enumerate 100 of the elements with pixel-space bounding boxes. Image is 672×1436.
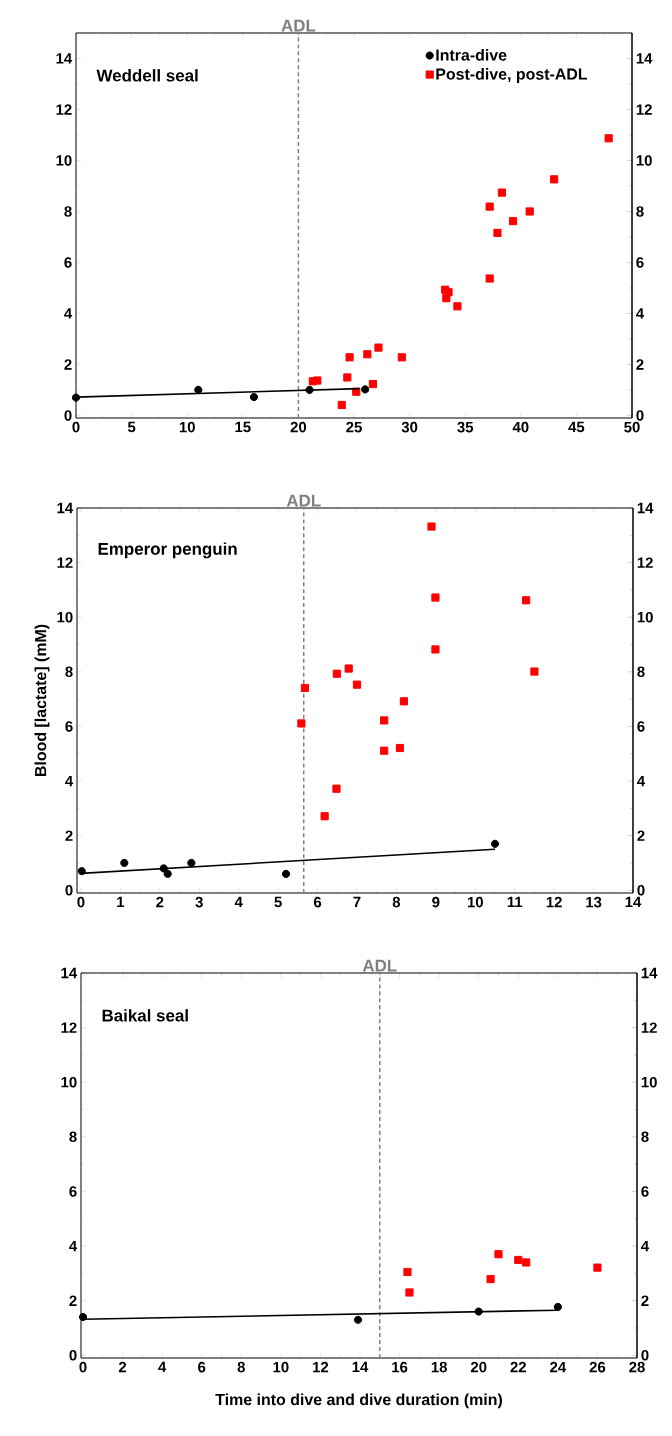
point (337, 400, 346, 410)
x-tick-label: 12 (546, 896, 562, 908)
y-tick-label: 6 (64, 257, 72, 268)
point (530, 667, 539, 676)
x-tick-label: 13 (586, 896, 602, 908)
point (332, 669, 341, 678)
x-tick-label: 30 (401, 421, 418, 433)
point (332, 784, 341, 793)
x-tick-label: 20 (470, 1361, 487, 1373)
y-tick-label: 10 (57, 611, 73, 623)
y-tick-label: 8 (69, 1131, 77, 1143)
y2-tick-label: 12 (636, 104, 652, 115)
point (397, 353, 406, 362)
y-tick-label: 6 (69, 1186, 77, 1197)
y-tick-label: 4 (69, 1240, 78, 1252)
legend-label: Intra-dive (436, 49, 507, 61)
text: Weddell seal (96, 69, 198, 82)
y-tick-label: 6 (65, 721, 73, 732)
text: Baikal seal (102, 1009, 188, 1022)
y2-tick-label: 6 (637, 721, 645, 732)
x-tick-label: 3 (195, 896, 203, 908)
point (522, 596, 531, 605)
x-axis-title: Time into dive and dive duration (min) (215, 1393, 502, 1409)
point (363, 350, 372, 359)
y2-tick-label: 0 (636, 410, 644, 421)
point (508, 217, 518, 226)
y-tick-label: 10 (56, 155, 72, 166)
x-tick-label: 50 (624, 421, 640, 433)
point (486, 1275, 495, 1284)
x-tick-label: 8 (237, 1361, 245, 1373)
y-tick-label: 14 (56, 53, 73, 64)
y2-tick-label: 0 (641, 1349, 649, 1361)
point (320, 812, 329, 821)
point (525, 207, 534, 216)
y2-tick-label: 14 (637, 502, 654, 514)
point (380, 746, 389, 755)
point (120, 858, 129, 868)
y2-tick-label: 2 (641, 1295, 649, 1306)
point (249, 392, 259, 402)
y2-tick-label: 4 (637, 775, 646, 787)
point (71, 393, 81, 402)
x-tick-label: 28 (629, 1361, 645, 1373)
point (313, 376, 322, 385)
y2-tick-label: 0 (637, 884, 645, 896)
x-tick-label: 9 (432, 896, 440, 908)
x-tick-label: 4 (158, 1361, 167, 1373)
ref-line-label: ADL (286, 494, 321, 507)
x-tick-label: 35 (457, 421, 474, 433)
x-tick-label: 20 (290, 421, 307, 433)
point (399, 697, 408, 706)
y2-tick-label: 2 (636, 359, 644, 370)
point (453, 302, 462, 311)
x-tick-label: 8 (392, 896, 401, 908)
y-tick-label: 12 (57, 557, 73, 568)
point (187, 858, 196, 868)
x-tick-label: 25 (346, 421, 362, 433)
point (497, 188, 506, 197)
y-tick-label: 4 (64, 308, 73, 319)
point (593, 1263, 602, 1272)
y2-tick-label: 14 (636, 53, 653, 64)
x-tick-label: 4 (234, 896, 243, 908)
x-tick-label: 2 (156, 896, 164, 908)
y-tick-label: 0 (65, 884, 73, 896)
point (405, 1288, 414, 1297)
y2-tick-label: 2 (637, 830, 645, 841)
y-tick-label: 0 (64, 410, 72, 421)
point (490, 839, 500, 848)
x-tick-label: 12 (313, 1361, 329, 1373)
point (300, 683, 310, 693)
y2-tick-label: 10 (637, 611, 653, 623)
point (163, 869, 172, 878)
x-tick-label: 11 (507, 896, 523, 908)
y2-tick-label: 12 (637, 557, 653, 568)
x-tick-label: 24 (550, 1361, 567, 1373)
point (343, 373, 352, 382)
point (522, 1258, 531, 1267)
y2-tick-label: 8 (641, 1131, 649, 1143)
point (550, 175, 559, 184)
text: Emperor penguin (98, 542, 237, 559)
ref-line-label: ADL (281, 19, 316, 32)
x-tick-label: 2 (118, 1361, 127, 1373)
point (431, 645, 440, 654)
x-tick-label: 6 (313, 896, 322, 908)
x-tick-label: 18 (431, 1361, 447, 1373)
x-tick-label: 5 (127, 421, 136, 433)
y-tick-label: 8 (65, 666, 73, 678)
ref-line-label: ADL (362, 959, 397, 972)
x-tick-label: 16 (392, 1361, 408, 1373)
y-tick-label: 0 (69, 1349, 77, 1361)
point (427, 522, 436, 531)
point (403, 1267, 412, 1277)
y-tick-label: 14 (61, 967, 78, 979)
point (431, 593, 440, 602)
y2-tick-label: 4 (636, 308, 645, 319)
point (494, 1250, 503, 1259)
x-tick-label: 14 (625, 896, 642, 908)
point (353, 1315, 363, 1324)
y-axis-title: Blood [lactate] (mM) (34, 624, 50, 777)
point (514, 1255, 523, 1265)
x-tick-label: 45 (568, 421, 585, 433)
